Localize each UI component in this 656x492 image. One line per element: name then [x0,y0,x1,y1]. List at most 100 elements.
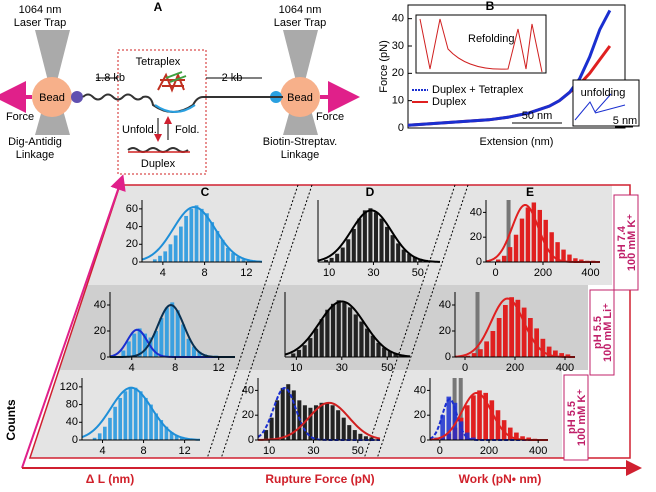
bar [137,328,142,357]
y-tick-label: 40 [66,416,78,428]
x-tick-label: 0 [492,267,498,279]
bar [458,421,464,440]
bar [543,219,548,262]
y-tick-label: 0 [476,256,482,268]
bar [357,218,362,262]
bar [168,244,173,262]
row-label: 100 mM Li⁺ [602,303,614,362]
bar [483,392,488,440]
bar [477,390,482,440]
bar [170,302,175,357]
row-label: pH 5.5 [566,401,578,434]
bar [471,437,476,440]
bar [159,420,164,440]
label: 1064 nm [279,4,322,16]
bar [108,417,112,440]
y-tick-label: 10 [392,95,404,107]
bar [549,232,554,262]
bar [359,321,364,357]
x-axis-label: Extension (nm) [480,136,554,148]
label: Linkage [281,149,320,161]
bar [341,417,346,440]
y-tick-label: 30 [392,40,404,52]
dig-bead [71,91,83,103]
y-tick-label: 20 [414,409,426,421]
bar [379,218,384,262]
x-tick-label: 12 [240,267,252,279]
x-tick-label: 50 [352,445,364,457]
x-axis-label: Δ L (nm) [86,472,134,486]
label: Bead [287,92,313,104]
bar [291,353,296,357]
row-box [563,374,589,461]
bar [368,208,373,262]
bar [184,215,188,262]
x-tick-label: 10 [290,362,302,374]
bar [496,259,501,262]
bar [132,333,137,357]
marker [506,200,511,262]
y-tick-label: 20 [126,238,138,250]
bar [537,209,542,262]
y-tick-label: 0 [72,434,78,446]
y-tick-label: 20 [470,231,482,243]
bar [215,231,220,262]
bar [113,406,117,440]
bar [159,318,164,357]
x-tick-label: 0 [437,445,443,457]
y-tick-label: 40 [94,299,106,311]
bar [452,402,458,440]
x-tick-label: 8 [172,362,178,374]
bar [313,405,318,440]
bar [181,324,186,357]
bar [319,402,324,440]
y-tick-label: 40 [242,384,254,396]
bar [553,350,558,357]
label: 2 kb [222,72,243,84]
bar [567,254,572,262]
bar [528,318,533,357]
bar [376,342,381,357]
x-tick-label: 200 [534,267,552,279]
x-tick-label: 4 [99,445,105,457]
row-box [589,289,615,376]
bar [103,426,107,440]
x-tick-label: 400 [581,267,599,279]
row-label: pH 7.4 [616,225,628,259]
y-tick-label: 0 [132,256,138,268]
zoom-box [117,49,207,175]
annotation: Refolding [468,33,514,45]
bar [373,212,378,262]
y-tick-label: 0 [445,351,451,363]
bar [471,395,476,440]
bar [189,208,194,262]
bar [446,396,452,440]
bar [192,346,196,357]
bar [489,400,495,440]
bar [390,235,395,262]
bar [561,249,566,262]
bar [407,253,412,262]
bar [365,328,370,357]
bar [496,318,502,357]
bar [401,249,406,262]
bar [199,208,204,262]
bar [149,404,153,440]
bar [264,430,269,440]
y-tick-label: 40 [439,299,451,311]
bar [521,307,527,357]
bar [514,432,519,440]
bar [225,247,230,262]
bar [325,309,330,357]
bar [340,247,345,262]
y-tick-label: 60 [126,203,138,215]
x-tick-label: 12 [213,362,225,374]
series-line [407,9,612,127]
bar [173,235,178,262]
bar [123,391,128,440]
bar [370,335,375,357]
frame-border [28,184,631,459]
bar [179,437,184,440]
bar [128,386,133,440]
annotation: 5 nm [613,115,637,127]
